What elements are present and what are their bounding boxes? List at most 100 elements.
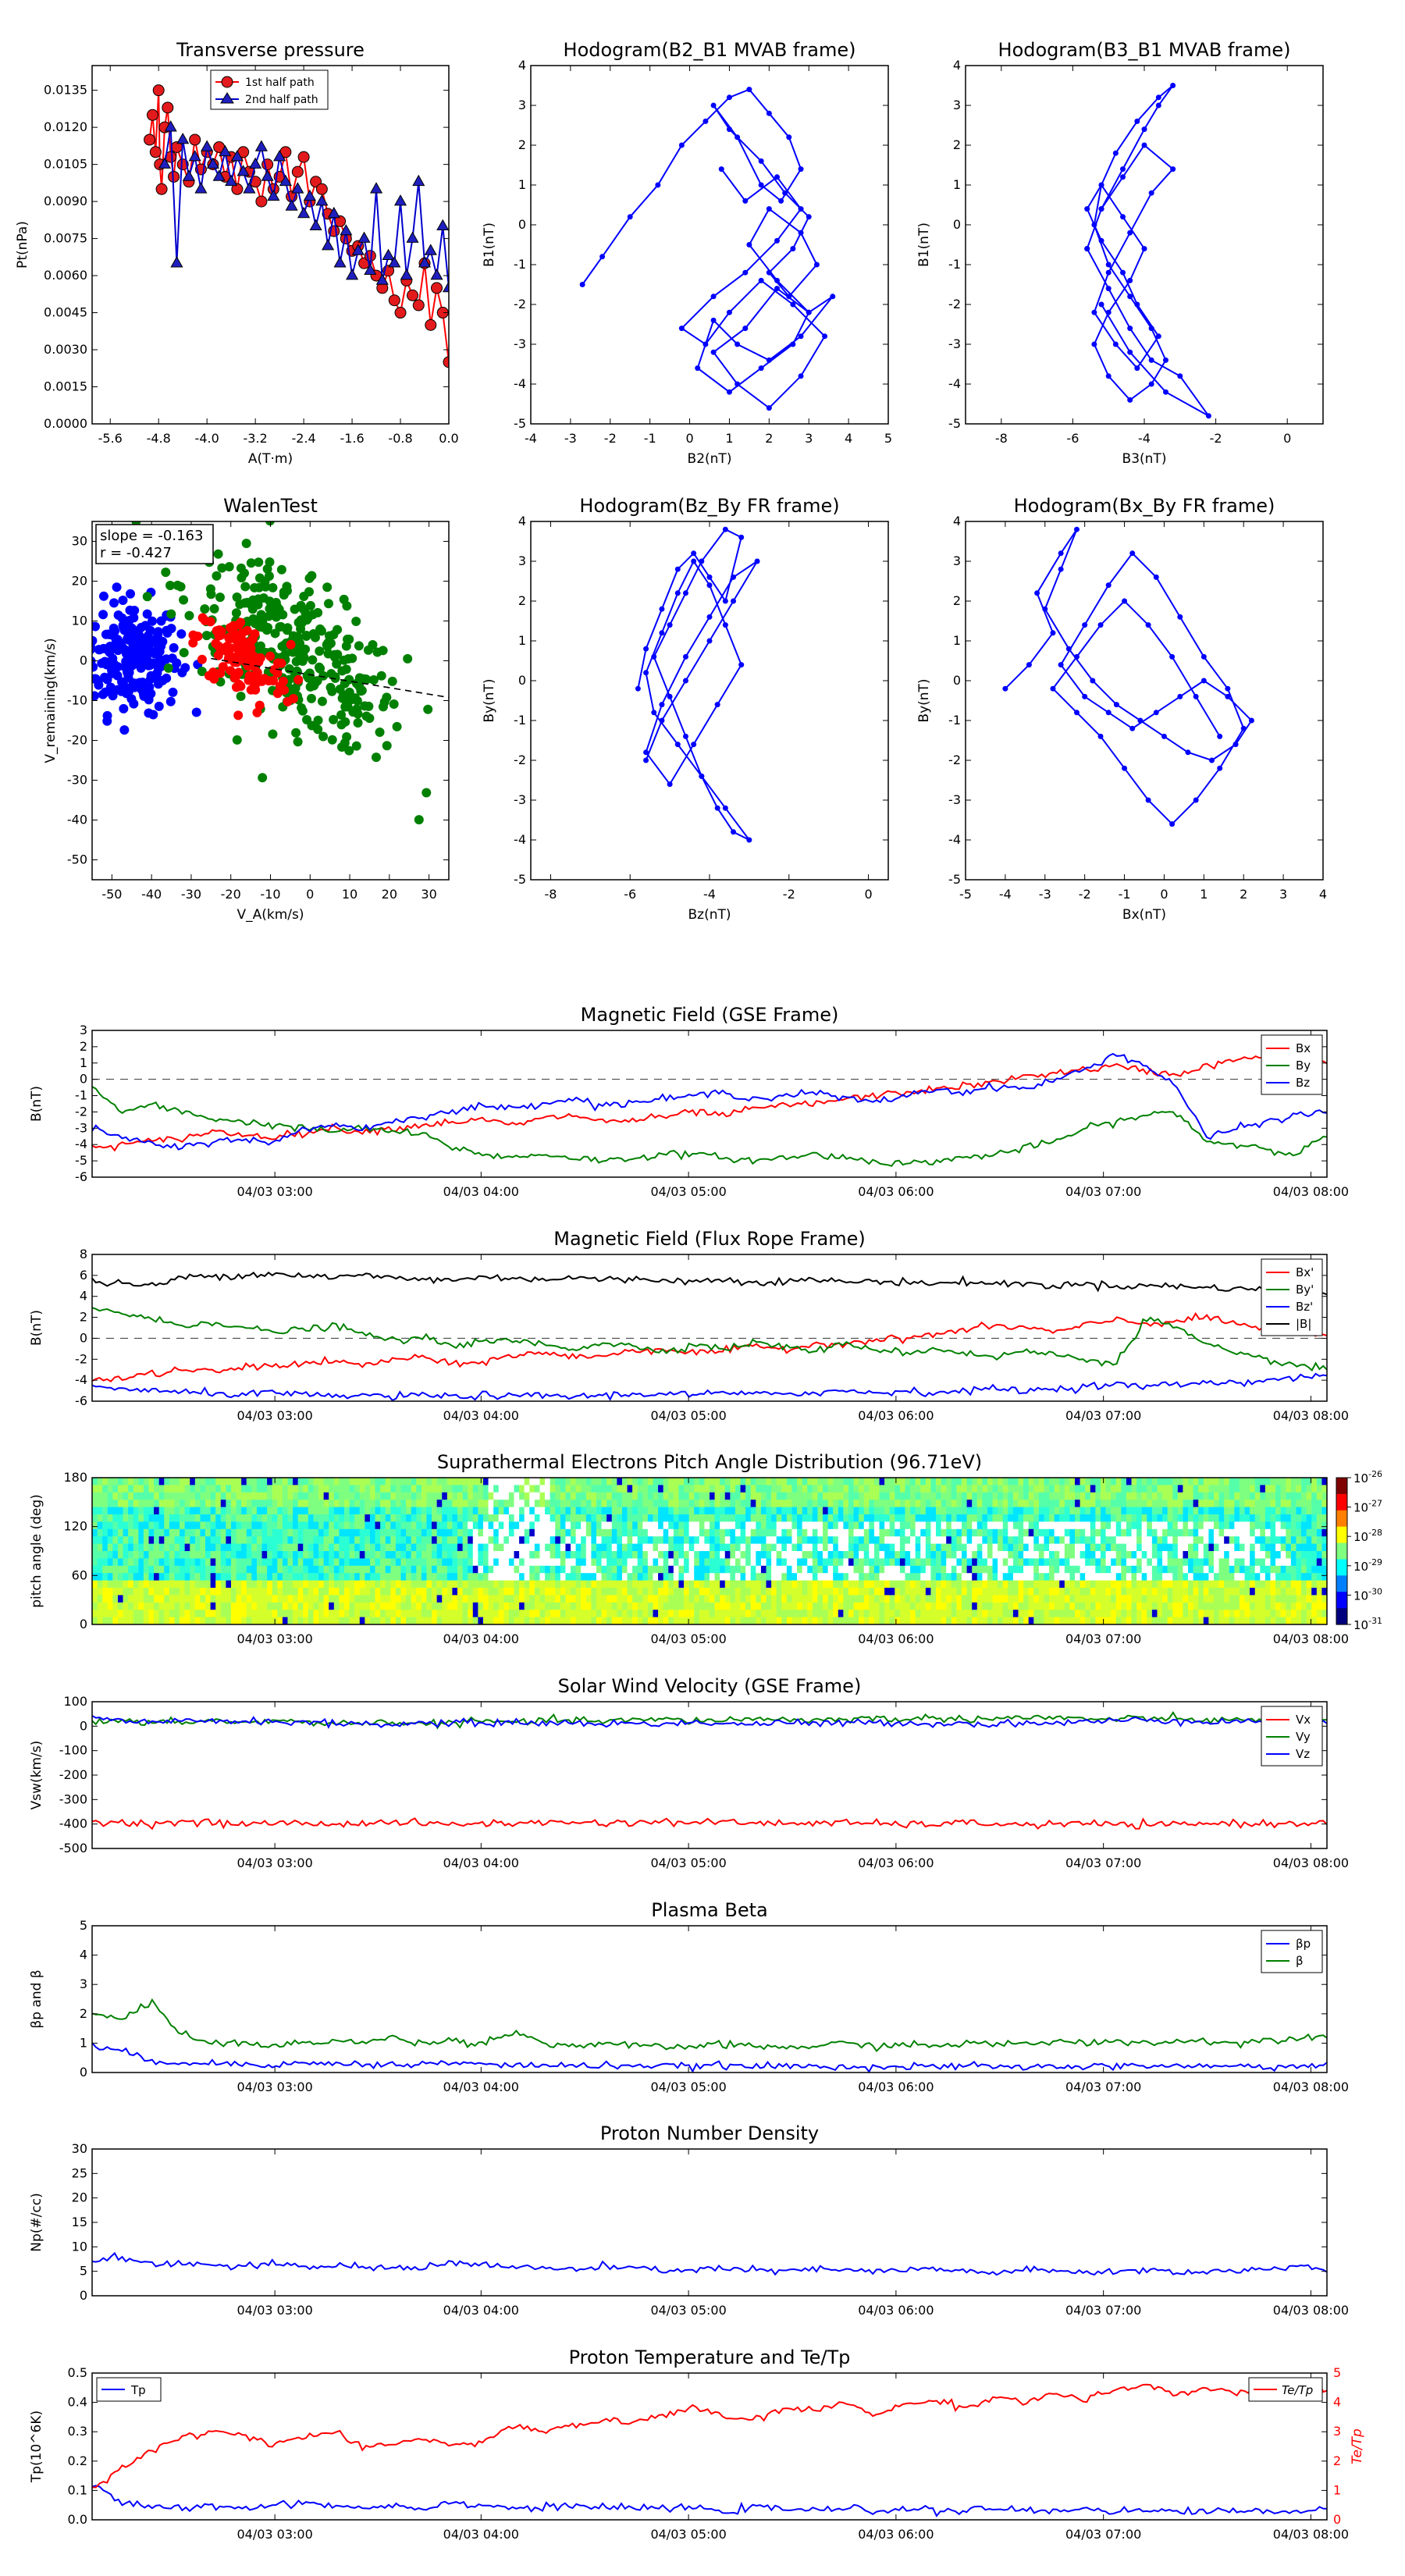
heatmap-cell bbox=[987, 1478, 994, 1485]
heatmap-cell bbox=[560, 1521, 567, 1530]
heatmap-cell bbox=[817, 1478, 823, 1485]
heatmap-cell bbox=[282, 1485, 289, 1493]
heatmap-cell bbox=[750, 1478, 756, 1485]
heatmap-cell bbox=[658, 1595, 664, 1603]
y-tick-label: -4 bbox=[514, 376, 526, 391]
heatmap-cell bbox=[617, 1528, 623, 1537]
heatmap-cell bbox=[688, 1478, 695, 1485]
heatmap-cell bbox=[343, 1521, 350, 1530]
heatmap-cell bbox=[925, 1485, 932, 1493]
heatmap-cell bbox=[735, 1580, 742, 1589]
heatmap-cell bbox=[158, 1617, 165, 1624]
heatmap-cell bbox=[720, 1565, 726, 1574]
x-tick-label: -8 bbox=[544, 887, 557, 902]
heatmap-cell bbox=[97, 1507, 103, 1515]
data-point bbox=[1155, 94, 1161, 101]
heatmap-cell bbox=[318, 1521, 325, 1530]
heatmap-cell bbox=[869, 1478, 875, 1485]
heatmap-cell bbox=[205, 1565, 212, 1574]
heatmap-cell bbox=[329, 1595, 335, 1603]
heatmap-cell bbox=[390, 1543, 397, 1552]
x-tick-label: 04/03 08:00 bbox=[1273, 1408, 1349, 1423]
heatmap-cell bbox=[236, 1492, 242, 1500]
heatmap-cell bbox=[92, 1588, 98, 1596]
x-tick-label: 2 bbox=[765, 431, 773, 446]
heatmap-cell bbox=[632, 1521, 638, 1530]
heatmap-cell bbox=[699, 1617, 706, 1624]
data-point bbox=[1141, 246, 1147, 252]
heatmap-cell bbox=[123, 1500, 129, 1508]
heatmap-cell bbox=[112, 1536, 119, 1545]
heatmap-cell bbox=[267, 1543, 273, 1552]
heatmap-cell bbox=[97, 1485, 103, 1493]
heatmap-cell bbox=[277, 1580, 283, 1589]
heatmap-cell bbox=[256, 1602, 263, 1610]
heatmap-cell bbox=[508, 1595, 515, 1603]
heatmap-cell bbox=[498, 1580, 504, 1589]
heatmap-cell bbox=[956, 1551, 962, 1559]
heatmap-cell bbox=[565, 1588, 571, 1596]
heatmap-cell bbox=[791, 1580, 798, 1589]
heatmap-cell bbox=[591, 1573, 597, 1582]
x-tick-label: 10 bbox=[342, 887, 357, 902]
heatmap-cell bbox=[349, 1514, 355, 1522]
heatmap-cell bbox=[524, 1507, 530, 1515]
heatmap-cell bbox=[735, 1595, 742, 1603]
y-tick-label: -6 bbox=[75, 1169, 87, 1184]
heatmap-cell bbox=[349, 1558, 355, 1567]
heatmap-cell bbox=[117, 1507, 124, 1515]
heatmap-cell bbox=[571, 1543, 577, 1552]
heatmap-cell bbox=[380, 1551, 386, 1559]
heatmap-cell bbox=[895, 1602, 901, 1610]
data-point bbox=[346, 269, 359, 280]
heatmap-cell bbox=[920, 1492, 927, 1500]
heatmap-cell bbox=[503, 1551, 510, 1559]
heatmap-cell bbox=[539, 1580, 546, 1589]
heatmap-cell bbox=[318, 1485, 325, 1493]
heatmap-cell bbox=[313, 1514, 319, 1522]
heatmap-cell bbox=[745, 1528, 752, 1537]
heatmap-cell bbox=[123, 1485, 129, 1493]
heatmap-cell bbox=[910, 1500, 916, 1508]
heatmap-cell bbox=[174, 1558, 180, 1567]
heatmap-cell bbox=[452, 1558, 458, 1567]
heatmap-cell bbox=[699, 1558, 706, 1567]
heatmap-cell bbox=[277, 1514, 283, 1522]
heatmap-cell bbox=[180, 1595, 186, 1603]
heatmap-cell bbox=[236, 1528, 242, 1537]
heatmap-cell bbox=[585, 1573, 592, 1582]
heatmap-cell bbox=[313, 1617, 319, 1624]
series-line-Bz bbox=[92, 1372, 1327, 1401]
heatmap-cell bbox=[365, 1543, 371, 1552]
heatmap-cell bbox=[539, 1528, 546, 1537]
heatmap-cell bbox=[863, 1573, 870, 1582]
heatmap-cell bbox=[745, 1492, 752, 1500]
heatmap-cell bbox=[838, 1551, 844, 1559]
data-point bbox=[790, 301, 796, 308]
heatmap-cell bbox=[112, 1543, 119, 1552]
heatmap-cell bbox=[174, 1521, 180, 1530]
heatmap-cell bbox=[668, 1573, 674, 1582]
heatmap-cell bbox=[169, 1602, 176, 1610]
heatmap-cell bbox=[869, 1610, 875, 1618]
heatmap-cell bbox=[925, 1565, 932, 1574]
heatmap-cell bbox=[251, 1528, 258, 1537]
heatmap-cell bbox=[565, 1507, 571, 1515]
heatmap-cell bbox=[704, 1588, 710, 1596]
heatmap-cell bbox=[745, 1610, 752, 1618]
heatmap-cell bbox=[565, 1580, 571, 1589]
heatmap-cell bbox=[282, 1573, 289, 1582]
heatmap-cell bbox=[596, 1500, 603, 1508]
heatmap-cell bbox=[251, 1507, 258, 1515]
heatmap-cell bbox=[863, 1588, 870, 1596]
heatmap-cell bbox=[869, 1558, 875, 1567]
heatmap-cell bbox=[895, 1617, 901, 1624]
series-line-s0 bbox=[637, 528, 758, 841]
heatmap-cell bbox=[158, 1536, 165, 1545]
heatmap-cell bbox=[468, 1565, 474, 1574]
heatmap-cell bbox=[174, 1514, 180, 1522]
data-point bbox=[735, 341, 741, 347]
heatmap-cell bbox=[591, 1602, 597, 1610]
heatmap-cell bbox=[123, 1478, 129, 1485]
